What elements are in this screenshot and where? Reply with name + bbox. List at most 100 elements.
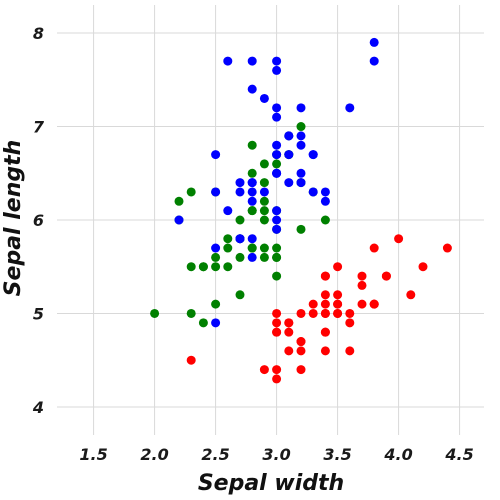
- x-tick-label: 2.5: [201, 445, 229, 464]
- data-point: [247, 206, 257, 216]
- data-point: [198, 262, 208, 272]
- data-point: [333, 290, 343, 300]
- data-point: [284, 346, 294, 356]
- data-point: [272, 56, 282, 66]
- data-point: [259, 365, 269, 375]
- data-point: [284, 327, 294, 337]
- data-point: [296, 168, 306, 178]
- data-point: [320, 299, 330, 309]
- y-tick-label: 5: [33, 304, 44, 323]
- data-point: [198, 318, 208, 328]
- data-point: [259, 243, 269, 253]
- x-tick-label: 3.5: [323, 445, 351, 464]
- data-point: [247, 243, 257, 253]
- data-point: [320, 308, 330, 318]
- data-point: [296, 365, 306, 375]
- data-point: [272, 168, 282, 178]
- data-point: [272, 365, 282, 375]
- data-point: [284, 178, 294, 188]
- data-point: [247, 140, 257, 150]
- data-point: [247, 252, 257, 262]
- y-tick-label: 7: [33, 118, 45, 137]
- data-point: [442, 243, 452, 253]
- data-point: [406, 290, 416, 300]
- data-point: [272, 224, 282, 234]
- y-tick-label: 6: [33, 211, 44, 230]
- data-point: [223, 234, 233, 244]
- data-point: [333, 308, 343, 318]
- data-point: [333, 262, 343, 272]
- y-axis-label: Sepal length: [1, 140, 26, 297]
- data-point: [369, 56, 379, 66]
- data-point: [272, 159, 282, 169]
- data-point: [320, 290, 330, 300]
- data-point: [345, 346, 355, 356]
- data-point: [394, 234, 404, 244]
- data-point: [186, 187, 196, 197]
- data-point: [357, 271, 367, 281]
- data-point: [186, 308, 196, 318]
- data-point: [272, 140, 282, 150]
- data-point: [211, 318, 221, 328]
- data-point: [369, 37, 379, 47]
- data-point: [272, 271, 282, 281]
- data-point: [272, 150, 282, 160]
- data-point: [369, 299, 379, 309]
- data-point: [235, 187, 245, 197]
- data-point: [259, 93, 269, 103]
- data-point: [308, 299, 318, 309]
- data-point: [272, 243, 282, 253]
- data-point: [247, 234, 257, 244]
- data-point: [247, 56, 257, 66]
- data-point: [272, 103, 282, 113]
- data-point: [223, 206, 233, 216]
- data-point: [320, 327, 330, 337]
- data-point: [308, 187, 318, 197]
- data-point: [296, 224, 306, 234]
- data-point: [296, 337, 306, 347]
- data-point: [247, 178, 257, 188]
- data-point: [247, 187, 257, 197]
- data-point: [284, 318, 294, 328]
- data-point: [272, 327, 282, 337]
- data-point: [418, 262, 428, 272]
- data-point: [296, 308, 306, 318]
- data-point: [296, 131, 306, 141]
- data-point: [259, 187, 269, 197]
- data-point: [259, 215, 269, 225]
- data-point: [211, 262, 221, 272]
- data-point: [211, 252, 221, 262]
- x-tick-labels: 1.5 2.0 2.5 3.0 3.5 4.0 4.5: [79, 445, 473, 464]
- data-point: [150, 308, 160, 318]
- data-point: [174, 196, 184, 206]
- data-point: [272, 65, 282, 75]
- data-point: [272, 252, 282, 262]
- data-point: [345, 318, 355, 328]
- x-tick-label: 4.5: [444, 445, 473, 464]
- grid-lines: [57, 5, 484, 435]
- data-point: [296, 122, 306, 132]
- data-point: [259, 252, 269, 262]
- data-point: [223, 262, 233, 272]
- data-point: [272, 374, 282, 384]
- data-point: [381, 271, 391, 281]
- data-point: [272, 112, 282, 122]
- data-point: [272, 215, 282, 225]
- data-point: [235, 178, 245, 188]
- data-point: [320, 196, 330, 206]
- x-tick-label: 2.0: [140, 445, 168, 464]
- data-point: [296, 178, 306, 188]
- data-point: [272, 318, 282, 328]
- data-point: [235, 290, 245, 300]
- data-point: [259, 178, 269, 188]
- data-point: [223, 56, 233, 66]
- y-tick-label: 8: [33, 24, 44, 43]
- y-tick-label: 4: [32, 398, 44, 417]
- data-point: [320, 187, 330, 197]
- data-point: [272, 308, 282, 318]
- data-point: [247, 84, 257, 94]
- data-point: [284, 150, 294, 160]
- data-point: [308, 308, 318, 318]
- data-point: [345, 308, 355, 318]
- y-tick-labels: 4 5 6 7 8: [32, 24, 45, 417]
